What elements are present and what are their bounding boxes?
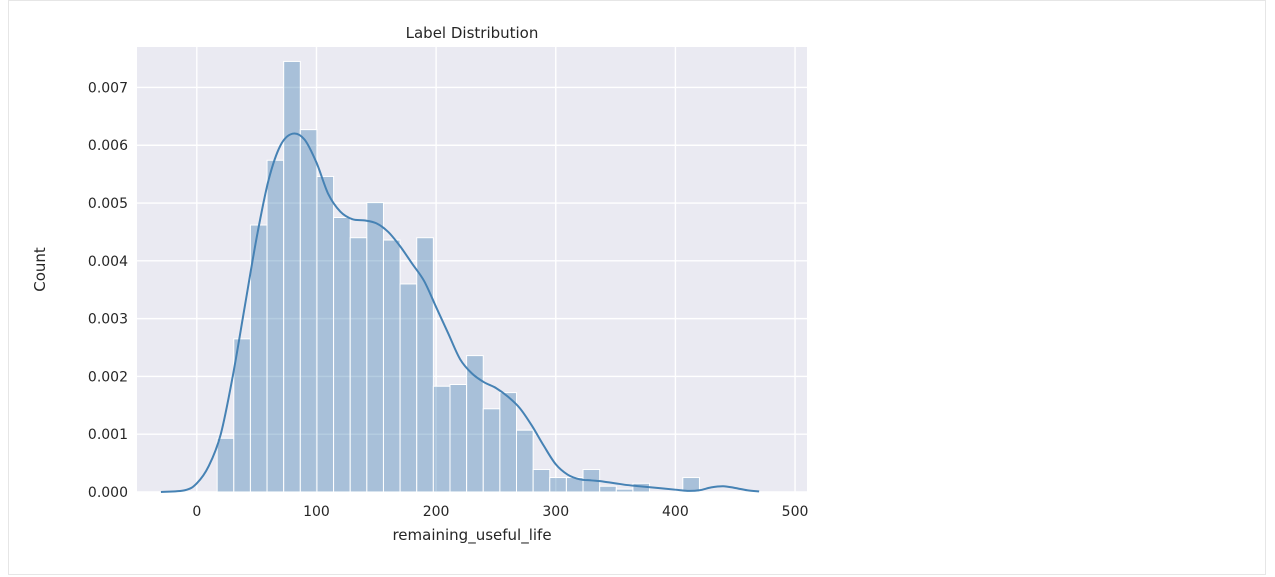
x-tick-labels: 0 100 200 300 400 500 xyxy=(192,504,808,520)
y-tick-label: 0.007 xyxy=(88,80,128,96)
histogram-bar xyxy=(449,384,468,493)
histogram-bar xyxy=(299,129,318,493)
x-tick-label: 400 xyxy=(662,504,689,520)
grid-lines xyxy=(137,47,807,493)
y-axis-label: Count xyxy=(31,247,49,292)
y-tick-labels: 0.000 0.001 0.002 0.003 0.004 0.005 0.006 0.007 xyxy=(88,80,128,501)
histogram-bars xyxy=(216,60,700,493)
chart-title: Label Distribution xyxy=(406,24,539,42)
x-tick-label: 0 xyxy=(192,504,201,520)
histogram-bar xyxy=(366,201,384,493)
kde-line xyxy=(160,132,760,493)
histogram-bar xyxy=(499,392,518,493)
histogram-bar xyxy=(615,488,634,493)
output-cell: 0 100 200 300 400 500 0.000 0.001 0.002 0.003 0.0… xyxy=(8,0,1266,575)
histogram-bar xyxy=(599,485,617,493)
histogram-bar xyxy=(283,60,301,493)
x-axis-label: remaining_useful_life xyxy=(392,526,551,545)
histogram-bar xyxy=(532,468,551,493)
histogram-bar xyxy=(682,477,700,493)
histogram-bar xyxy=(266,159,285,493)
x-tick-label: 100 xyxy=(303,504,330,520)
histogram-bar xyxy=(482,408,501,493)
y-tick-label: 0.006 xyxy=(88,138,128,154)
y-tick-label: 0.004 xyxy=(88,254,128,270)
x-tick-label: 500 xyxy=(782,504,809,520)
histogram-bar xyxy=(516,429,534,493)
histogram-bar xyxy=(416,237,434,493)
histogram-bar xyxy=(249,224,268,493)
histogram-bar xyxy=(432,385,451,493)
histogram-bar xyxy=(333,216,351,493)
y-tick-label: 0.003 xyxy=(88,312,128,328)
histogram-bar xyxy=(549,477,567,493)
plot-area xyxy=(137,47,807,492)
histogram-bar xyxy=(399,283,418,493)
histogram-bar xyxy=(216,437,235,493)
histogram-chart: 0 100 200 300 400 500 0.0000.0010.0020.0030.0… xyxy=(31,24,808,545)
y-tick-label: 0.002 xyxy=(88,369,128,385)
y-tick-label: 0.001 xyxy=(88,427,128,443)
y-tick-label: 0.000 xyxy=(88,485,128,501)
histogram-bar xyxy=(316,175,335,493)
x-tick-label: 200 xyxy=(423,504,450,520)
histogram-bar xyxy=(382,239,401,493)
x-tick-label: 300 xyxy=(542,504,569,520)
y-tick-label: 0.005 xyxy=(88,196,128,212)
histogram-bar xyxy=(349,237,368,493)
